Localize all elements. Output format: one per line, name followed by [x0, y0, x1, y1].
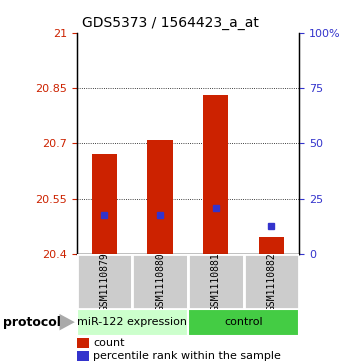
- Text: GSM1110880: GSM1110880: [155, 252, 165, 311]
- Bar: [92, 154, 117, 254]
- Text: count: count: [93, 338, 125, 348]
- Text: control: control: [224, 317, 263, 327]
- Bar: [188, 309, 299, 336]
- Bar: [188, 254, 243, 309]
- Bar: [76, 254, 132, 309]
- Text: GSM1110882: GSM1110882: [266, 252, 276, 311]
- Bar: [203, 95, 228, 254]
- Bar: [76, 351, 89, 362]
- Text: protocol: protocol: [3, 316, 61, 329]
- Text: miR-122 expression: miR-122 expression: [77, 317, 187, 327]
- Bar: [76, 338, 89, 348]
- Bar: [243, 254, 299, 309]
- Bar: [76, 309, 188, 336]
- Text: GDS5373 / 1564423_a_at: GDS5373 / 1564423_a_at: [82, 16, 258, 30]
- Bar: [132, 254, 188, 309]
- Polygon shape: [59, 314, 75, 330]
- Bar: [148, 140, 172, 254]
- Text: GSM1110881: GSM1110881: [211, 252, 221, 311]
- Text: GSM1110879: GSM1110879: [99, 252, 109, 311]
- Text: percentile rank within the sample: percentile rank within the sample: [93, 351, 281, 361]
- Bar: [259, 237, 284, 254]
